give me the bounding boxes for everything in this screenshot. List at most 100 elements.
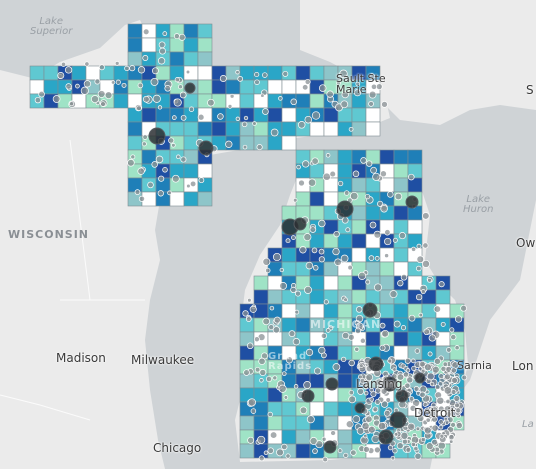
- large-site-dot[interactable]: [354, 402, 366, 414]
- site-dot[interactable]: [369, 387, 374, 393]
- site-dot[interactable]: [419, 360, 426, 368]
- site-dot[interactable]: [360, 157, 367, 164]
- site-dot[interactable]: [304, 115, 313, 124]
- site-dot[interactable]: [359, 378, 366, 384]
- site-dot[interactable]: [268, 324, 275, 331]
- site-dot[interactable]: [285, 356, 293, 364]
- site-dot[interactable]: [380, 204, 388, 213]
- site-dot[interactable]: [379, 322, 386, 329]
- site-dot[interactable]: [460, 304, 467, 312]
- site-dot[interactable]: [372, 406, 379, 413]
- large-site-dot[interactable]: [368, 356, 384, 372]
- large-site-dot[interactable]: [362, 302, 378, 318]
- site-dot[interactable]: [75, 83, 80, 89]
- site-dot[interactable]: [352, 415, 361, 423]
- site-dot[interactable]: [237, 76, 244, 82]
- site-dot[interactable]: [455, 422, 463, 429]
- site-dot[interactable]: [321, 436, 327, 442]
- site-dot[interactable]: [97, 90, 106, 98]
- site-dot[interactable]: [348, 389, 354, 396]
- site-dot[interactable]: [323, 299, 329, 305]
- site-dot[interactable]: [345, 227, 351, 233]
- site-dot[interactable]: [242, 144, 248, 150]
- site-dot[interactable]: [259, 369, 267, 376]
- site-dot[interactable]: [454, 345, 460, 351]
- site-dot[interactable]: [425, 417, 431, 423]
- site-dot[interactable]: [354, 327, 362, 334]
- site-dot[interactable]: [368, 255, 375, 261]
- site-dot[interactable]: [273, 316, 281, 324]
- site-dot[interactable]: [350, 449, 357, 456]
- site-dot[interactable]: [253, 336, 260, 343]
- site-dot[interactable]: [440, 321, 446, 327]
- site-dot[interactable]: [110, 80, 116, 85]
- site-dot[interactable]: [343, 297, 348, 302]
- site-dot[interactable]: [380, 400, 389, 408]
- site-dot[interactable]: [420, 289, 426, 295]
- site-dot[interactable]: [392, 237, 398, 243]
- site-dot[interactable]: [372, 172, 381, 181]
- site-dot[interactable]: [309, 437, 318, 445]
- large-site-dot[interactable]: [389, 411, 407, 429]
- large-site-dot[interactable]: [325, 377, 339, 391]
- site-dot[interactable]: [365, 373, 374, 382]
- site-dot[interactable]: [419, 391, 426, 398]
- site-dot[interactable]: [385, 397, 391, 403]
- site-dot[interactable]: [254, 366, 261, 373]
- site-dot[interactable]: [296, 164, 301, 170]
- site-dot[interactable]: [394, 192, 403, 201]
- site-dot[interactable]: [295, 290, 301, 297]
- site-dot[interactable]: [269, 305, 275, 311]
- site-dot[interactable]: [437, 381, 444, 387]
- site-dot[interactable]: [257, 435, 266, 444]
- site-dot[interactable]: [368, 90, 377, 99]
- site-dot[interactable]: [157, 190, 164, 197]
- site-dot[interactable]: [162, 167, 168, 173]
- site-dot[interactable]: [290, 98, 297, 106]
- site-dot[interactable]: [282, 371, 287, 376]
- site-dot[interactable]: [389, 290, 398, 299]
- site-dot[interactable]: [343, 452, 349, 458]
- site-dot[interactable]: [262, 72, 268, 78]
- site-dot[interactable]: [330, 430, 336, 436]
- site-dot[interactable]: [299, 406, 308, 415]
- site-dot[interactable]: [267, 411, 273, 418]
- site-dot[interactable]: [453, 395, 461, 402]
- site-dot[interactable]: [168, 137, 175, 144]
- site-dot[interactable]: [381, 101, 388, 108]
- site-dot[interactable]: [357, 387, 365, 395]
- site-dot[interactable]: [304, 78, 311, 85]
- site-dot[interactable]: [348, 126, 354, 132]
- site-dot[interactable]: [378, 421, 387, 431]
- site-dot[interactable]: [129, 65, 136, 72]
- site-dot[interactable]: [414, 348, 420, 354]
- large-site-dot[interactable]: [395, 389, 409, 403]
- site-dot[interactable]: [254, 79, 260, 85]
- site-dot[interactable]: [431, 416, 438, 423]
- site-dot[interactable]: [278, 384, 287, 393]
- site-dot[interactable]: [383, 409, 391, 417]
- site-dot[interactable]: [374, 398, 381, 405]
- site-dot[interactable]: [278, 96, 283, 101]
- site-dot[interactable]: [367, 425, 376, 434]
- site-dot[interactable]: [446, 347, 452, 353]
- site-dot[interactable]: [365, 279, 371, 285]
- site-dot[interactable]: [440, 365, 447, 372]
- site-dot[interactable]: [130, 154, 136, 160]
- site-dot[interactable]: [312, 448, 318, 454]
- large-site-dot[interactable]: [293, 217, 307, 231]
- site-dot[interactable]: [427, 277, 432, 283]
- site-dot[interactable]: [363, 390, 369, 396]
- site-dot[interactable]: [188, 106, 195, 112]
- site-dot[interactable]: [64, 66, 73, 74]
- site-dot[interactable]: [178, 84, 183, 90]
- site-dot[interactable]: [373, 230, 382, 239]
- site-dot[interactable]: [134, 189, 141, 195]
- site-dot[interactable]: [402, 371, 410, 378]
- site-dot[interactable]: [305, 348, 314, 357]
- site-dot[interactable]: [276, 448, 284, 457]
- site-dot[interactable]: [334, 258, 342, 266]
- site-dot[interactable]: [305, 261, 314, 270]
- site-dot[interactable]: [420, 437, 426, 443]
- site-dot[interactable]: [318, 248, 325, 255]
